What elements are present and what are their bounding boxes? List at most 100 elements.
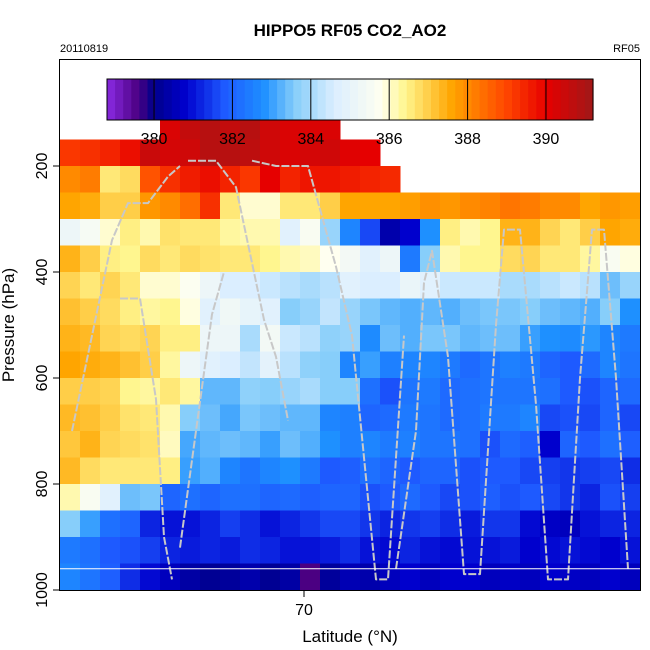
heatmap-cell: [260, 219, 281, 246]
heatmap-cell: [120, 431, 141, 458]
heatmap-cell: [80, 431, 101, 458]
x-axis-label: Latitude (°N): [302, 627, 398, 646]
heatmap-cell: [300, 563, 321, 591]
colorbar-tick-label: 388: [454, 131, 481, 148]
heatmap-cell: [340, 166, 361, 193]
profile-trace: [71, 165, 181, 432]
heatmap-cell: [620, 245, 641, 273]
heatmap-cell: [120, 272, 141, 299]
heatmap-cell: [560, 457, 581, 485]
heatmap-cell: [320, 325, 341, 352]
heatmap-cell: [540, 298, 561, 326]
heatmap-cell: [60, 563, 81, 591]
heatmap-cell: [80, 166, 101, 193]
heatmap-cell: [440, 537, 461, 564]
heatmap-cell: [300, 166, 321, 193]
y-tick-label: 200: [34, 153, 51, 180]
heatmap-cell: [160, 404, 181, 432]
heatmap-cell: [280, 245, 301, 273]
heatmap-cell: [200, 245, 221, 273]
heatmap-cell: [460, 378, 481, 405]
heatmap-cell: [180, 563, 201, 591]
y-tick-label: 600: [34, 365, 51, 392]
heatmap-cell: [240, 457, 261, 485]
heatmap-cell: [620, 192, 641, 220]
heatmap-cell: [280, 351, 301, 379]
colorbar-swatch: [568, 79, 578, 120]
colorbar-swatch: [309, 79, 319, 120]
heatmap-cell: [320, 431, 341, 458]
heatmap-cell: [620, 272, 641, 299]
y-tick-label: 1000: [34, 572, 51, 608]
heatmap-cell: [280, 563, 301, 591]
heatmap-cell: [320, 298, 341, 326]
heatmap-cell: [280, 378, 301, 405]
heatmap-cell: [260, 404, 281, 432]
heatmap-cell: [460, 431, 481, 458]
colorbar-swatch: [236, 79, 246, 120]
colorbar-swatch: [107, 79, 116, 120]
heatmap-cell: [460, 404, 481, 432]
heatmap-cell: [480, 457, 501, 485]
heatmap-cell: [440, 404, 461, 432]
heatmap-cell: [220, 351, 241, 379]
heatmap-cell: [60, 219, 81, 246]
heatmap-cell: [440, 431, 461, 458]
heatmap-cell: [440, 192, 461, 220]
heatmap-cell: [300, 192, 321, 220]
heatmap-cell: [460, 484, 481, 511]
heatmap-cell: [340, 245, 361, 273]
heatmap-cell: [360, 139, 381, 167]
heatmap-cell: [400, 325, 421, 352]
heatmap-cell: [160, 272, 181, 299]
heatmap-cell: [100, 431, 121, 458]
heatmap-cell: [400, 484, 421, 511]
colorbar-swatch: [220, 79, 230, 120]
heatmap-cell: [400, 431, 421, 458]
heatmap-cell: [260, 563, 281, 591]
heatmap-cell: [280, 192, 301, 220]
heatmap-cell: [580, 192, 601, 220]
heatmap-cell: [120, 219, 141, 246]
heatmap-cell: [120, 166, 141, 193]
heatmap-cell: [380, 563, 401, 591]
heatmap-cell: [280, 325, 301, 352]
heatmap-cell: [80, 325, 101, 352]
heatmap-cell: [340, 298, 361, 326]
heatmap-cell: [600, 457, 621, 485]
heatmap-cell: [260, 378, 281, 405]
heatmap-cell: [160, 325, 181, 352]
heatmap-cell: [220, 139, 241, 167]
heatmap-cell: [340, 563, 361, 591]
heatmap-cell: [100, 139, 121, 167]
heatmap-cell: [300, 298, 321, 326]
heatmap-cell: [160, 457, 181, 485]
heatmap-cell: [560, 245, 581, 273]
heatmap-cell: [160, 563, 181, 591]
heatmap-cell: [340, 325, 361, 352]
heatmap-cell: [600, 219, 621, 246]
heatmap-cell: [320, 351, 341, 379]
heatmap-cell: [600, 563, 621, 591]
heatmap-cell: [360, 298, 381, 326]
heatmap-cell: [360, 219, 381, 246]
heatmap-cell: [300, 537, 321, 564]
heatmap-cell: [180, 139, 201, 167]
heatmap-cell: [340, 219, 361, 246]
heatmap-cell: [100, 563, 121, 591]
heatmap-cell: [160, 484, 181, 511]
heatmap-cell: [420, 457, 441, 485]
heatmap-cell: [560, 563, 581, 591]
heatmap-cell: [260, 139, 281, 167]
heatmap-cell: [540, 219, 561, 246]
heatmap-cell: [620, 404, 641, 432]
heatmap-cell: [540, 484, 561, 511]
colorbar-swatch: [414, 79, 424, 120]
heatmap-cell: [60, 325, 81, 352]
heatmap-cell: [100, 378, 121, 405]
heatmap-cell: [260, 272, 281, 299]
heatmap-cell: [360, 325, 381, 352]
heatmap-cell: [120, 484, 141, 511]
heatmap-cell: [280, 139, 301, 167]
heatmap-cell: [380, 192, 401, 220]
